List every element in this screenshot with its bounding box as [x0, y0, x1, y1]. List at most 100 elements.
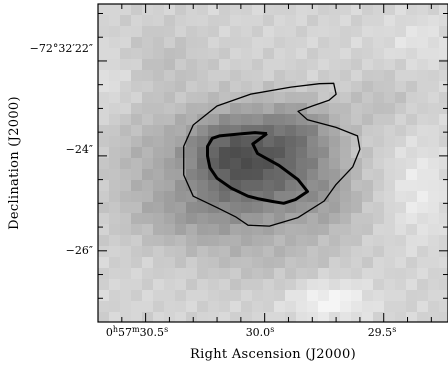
heatmap-cell: [428, 290, 440, 302]
heatmap-cell: [362, 15, 374, 27]
heatmap-cell: [197, 268, 209, 280]
heatmap-cell: [208, 147, 220, 159]
heatmap-cell: [439, 92, 448, 104]
heatmap-cell: [362, 191, 374, 203]
heatmap-cell: [252, 26, 264, 38]
heatmap-cell: [109, 70, 121, 82]
heatmap-cell: [230, 246, 242, 258]
heatmap-cell: [142, 224, 154, 236]
heatmap-cell: [208, 114, 220, 126]
heatmap-cell: [241, 4, 253, 16]
heatmap-cell: [296, 246, 308, 258]
heatmap-cell: [329, 169, 341, 181]
heatmap-cell: [164, 48, 176, 60]
heatmap-cell: [318, 26, 330, 38]
heatmap-cell: [175, 180, 187, 192]
heatmap-cell: [307, 92, 319, 104]
heatmap-cell: [395, 301, 407, 313]
heatmap-cell: [208, 81, 220, 93]
heatmap-cell: [384, 257, 396, 269]
heatmap-cell: [274, 180, 286, 192]
heatmap-cell: [373, 26, 385, 38]
heatmap-cell: [208, 48, 220, 60]
heatmap-cell: [340, 202, 352, 214]
heatmap-cell: [109, 180, 121, 192]
heatmap-cell: [98, 213, 110, 225]
heatmap-cell: [373, 191, 385, 203]
heatmap-cell: [109, 15, 121, 27]
heatmap-cell: [406, 26, 418, 38]
heatmap-cell: [439, 191, 448, 203]
heatmap-cell: [417, 81, 429, 93]
heatmap-cell: [362, 180, 374, 192]
heatmap-cell: [263, 147, 275, 159]
heatmap-cell: [186, 180, 198, 192]
heatmap-cell: [417, 312, 429, 322]
heatmap-cell: [351, 70, 363, 82]
heatmap-cell: [428, 147, 440, 159]
heatmap-cell: [362, 202, 374, 214]
heatmap-cell: [318, 136, 330, 148]
heatmap-cell: [395, 147, 407, 159]
heatmap-cell: [219, 103, 231, 115]
heatmap-cell: [384, 224, 396, 236]
heatmap-cell: [384, 235, 396, 247]
heatmap-cell: [307, 279, 319, 291]
heatmap-cell: [263, 169, 275, 181]
heatmap-cell: [219, 180, 231, 192]
heatmap-cell: [241, 235, 253, 247]
heatmap-cell: [142, 147, 154, 159]
heatmap-cell: [384, 213, 396, 225]
heatmap-cell: [373, 279, 385, 291]
heatmap-cell: [131, 290, 143, 302]
heatmap-cell: [263, 15, 275, 27]
heatmap-cell: [373, 48, 385, 60]
heatmap-cell: [263, 257, 275, 269]
heatmap-cell: [417, 224, 429, 236]
heatmap-cell: [164, 202, 176, 214]
heatmap-cell: [351, 125, 363, 137]
heatmap-cell: [109, 213, 121, 225]
heatmap-cell: [340, 191, 352, 203]
heatmap-cell: [428, 70, 440, 82]
heatmap-cell: [395, 15, 407, 27]
heatmap-cell: [395, 81, 407, 93]
heatmap-cell: [98, 268, 110, 280]
heatmap-cell: [186, 136, 198, 148]
heatmap-cell: [395, 290, 407, 302]
heatmap-cell: [384, 290, 396, 302]
heatmap-cell: [351, 136, 363, 148]
heatmap-cell: [241, 103, 253, 115]
heatmap-cell: [252, 70, 264, 82]
heatmap-cell: [142, 103, 154, 115]
heatmap-cell: [296, 114, 308, 126]
heatmap-cell: [197, 202, 209, 214]
heatmap-cell: [175, 158, 187, 170]
heatmap-cell: [197, 301, 209, 313]
heatmap-cell: [131, 37, 143, 49]
heatmap-cell: [384, 147, 396, 159]
heatmap-cell: [142, 15, 154, 27]
heatmap-cell: [417, 70, 429, 82]
heatmap-cell: [296, 147, 308, 159]
heatmap-cell: [175, 59, 187, 71]
heatmap-cell: [208, 158, 220, 170]
heatmap-cell: [406, 246, 418, 258]
x-tick-label-30-0: 30.0s: [246, 325, 275, 339]
heatmap-cell: [252, 48, 264, 60]
heatmap-cell: [164, 268, 176, 280]
heatmap-cell: [307, 169, 319, 181]
heatmap-cell: [417, 4, 429, 16]
heatmap-cell: [417, 169, 429, 181]
heatmap-cell: [131, 4, 143, 16]
heatmap-cell: [197, 279, 209, 291]
heatmap-cell: [395, 257, 407, 269]
heatmap-cell: [329, 125, 341, 137]
heatmap-cell: [186, 169, 198, 181]
heatmap-cell: [120, 301, 132, 313]
heatmap-cell: [164, 37, 176, 49]
heatmap-cell: [175, 257, 187, 269]
heatmap-cell: [230, 213, 242, 225]
heatmap-cell: [406, 92, 418, 104]
heatmap-cell: [186, 191, 198, 203]
